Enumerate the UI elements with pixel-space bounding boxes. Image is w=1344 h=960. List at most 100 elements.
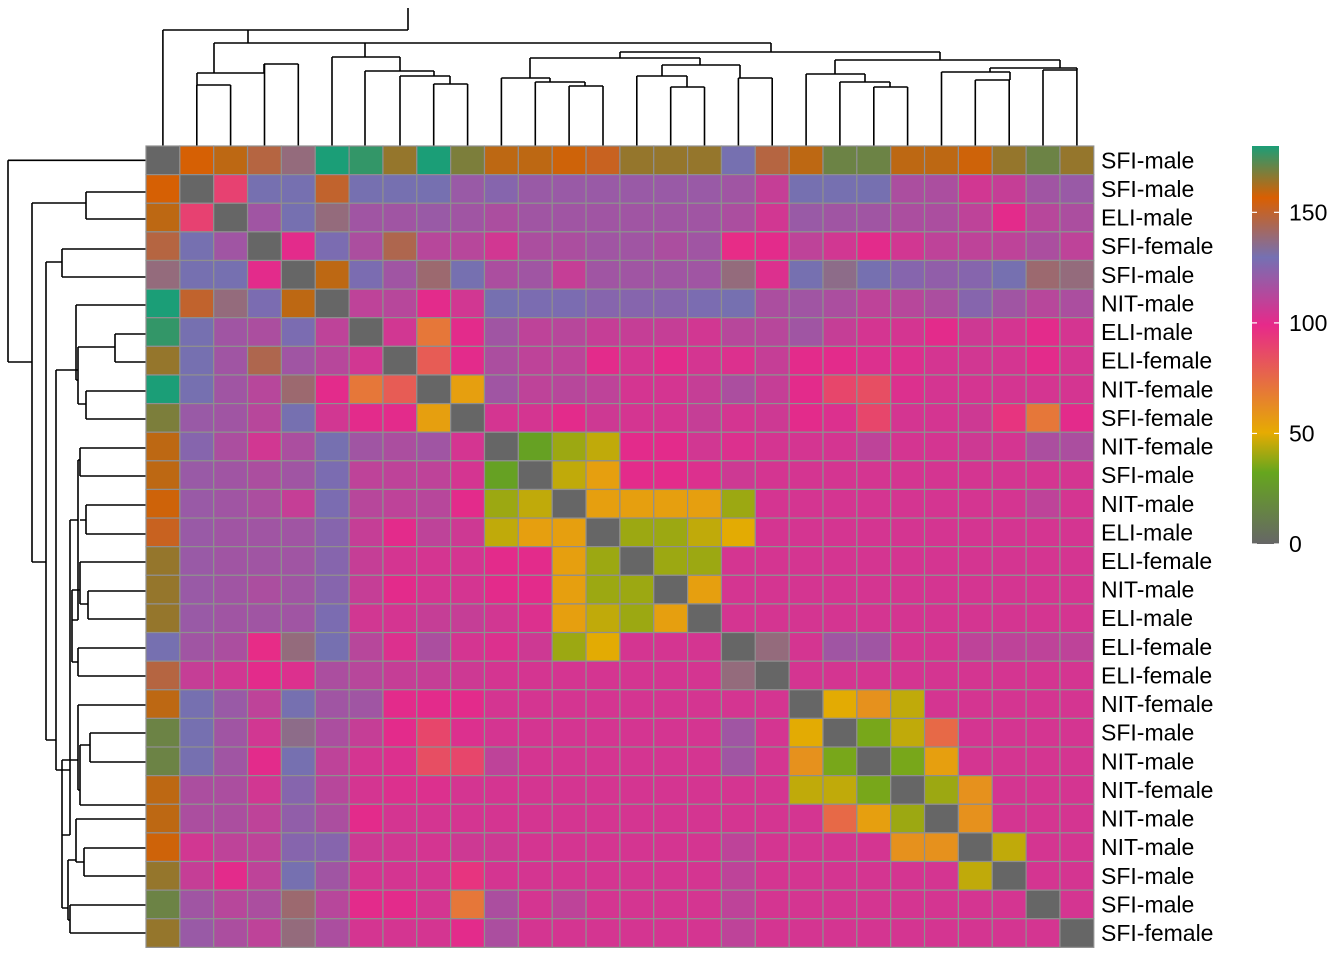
heatmap-cell	[754, 259, 790, 290]
heatmap-cell	[890, 746, 926, 777]
heatmap-cell	[686, 631, 723, 662]
heatmap-cell	[450, 574, 486, 605]
heatmap-cell	[450, 517, 486, 548]
heatmap-cell	[1025, 689, 1061, 720]
heatmap-cell	[213, 775, 249, 805]
heatmap-cell	[213, 231, 249, 262]
heatmap-cell	[686, 918, 723, 948]
row-label: ELI-male	[1101, 605, 1193, 631]
heatmap-cell	[890, 546, 926, 576]
heatmap-cell	[923, 174, 959, 204]
heatmap-cell	[686, 317, 723, 347]
heatmap-cell	[145, 317, 181, 347]
heatmap-cell	[382, 145, 418, 176]
heatmap-cell	[653, 517, 689, 548]
heatmap-cell	[382, 345, 418, 376]
heatmap-cell	[382, 174, 418, 204]
heatmap-cell	[517, 202, 553, 233]
heatmap-cell	[348, 174, 384, 204]
heatmap-cell	[720, 345, 756, 376]
heatmap-cell	[517, 174, 553, 204]
heatmap-cell	[585, 775, 621, 805]
heatmap-cell	[890, 345, 926, 376]
heatmap-cell	[822, 574, 858, 605]
heatmap-cell	[483, 374, 519, 405]
heatmap-cell	[517, 918, 553, 948]
heatmap-cell	[619, 317, 655, 347]
heatmap-cell	[213, 860, 249, 891]
dendrogram-branches	[162, 8, 1078, 146]
heatmap-cell	[145, 402, 181, 433]
heatmap-cell	[179, 717, 215, 748]
heatmap-cell	[450, 317, 486, 347]
heatmap-cell	[720, 631, 756, 662]
heatmap-cell	[517, 517, 553, 548]
heatmap-cell	[483, 832, 519, 863]
color-legend: 0 50 100 150	[1252, 146, 1327, 557]
heatmap-cell	[280, 345, 316, 376]
heatmap-cell	[382, 860, 418, 891]
heatmap-cell	[348, 259, 384, 290]
heatmap-cell	[788, 345, 824, 376]
heatmap-cell	[483, 259, 519, 290]
heatmap-cell	[280, 717, 316, 748]
heatmap-cell	[619, 259, 655, 290]
heatmap-cell	[720, 546, 756, 576]
heatmap-cell	[551, 345, 587, 376]
heatmap-cell	[585, 345, 621, 376]
heatmap-cell	[382, 689, 418, 720]
row-label: ELI-female	[1101, 634, 1212, 660]
heatmap-cell	[856, 317, 892, 347]
row-label: SFI-female	[1101, 920, 1213, 946]
heatmap-cell	[280, 546, 316, 576]
heatmap-cell	[551, 803, 587, 834]
heatmap-cell	[551, 660, 587, 691]
heatmap-cell	[720, 860, 756, 891]
heatmap-cell	[483, 402, 519, 433]
heatmap-cell	[957, 803, 993, 834]
heatmap-cell	[856, 918, 892, 948]
heatmap-cell	[890, 488, 926, 519]
heatmap-cell	[822, 803, 858, 834]
heatmap-cell	[890, 317, 926, 347]
heatmap-cell	[213, 431, 249, 462]
heatmap-cell	[280, 402, 316, 433]
heatmap-cell	[450, 488, 486, 519]
heatmap-cell	[348, 317, 384, 347]
heatmap-cell	[822, 746, 858, 777]
heatmap-cell	[382, 660, 418, 691]
heatmap-cell	[213, 259, 249, 290]
heatmap-cell	[923, 689, 959, 720]
heatmap-cell	[788, 860, 824, 891]
heatmap-cell	[585, 374, 621, 405]
heatmap-cell	[991, 517, 1027, 548]
heatmap-cell	[822, 860, 858, 891]
heatmap-cell	[314, 918, 350, 948]
heatmap-cell	[856, 631, 892, 662]
heatmap-cell	[145, 145, 181, 176]
heatmap-cell	[1025, 202, 1061, 233]
heatmap-cell	[483, 460, 519, 491]
heatmap-cell	[653, 202, 689, 233]
heatmap-cell	[517, 889, 553, 920]
heatmap-cell	[348, 574, 384, 605]
heatmap-cell	[856, 689, 892, 720]
heatmap-cell	[450, 918, 486, 948]
heatmap-cell	[923, 860, 959, 891]
heatmap-cell	[1059, 345, 1095, 376]
heatmap-cell	[246, 574, 283, 605]
heatmap-cell	[382, 374, 418, 405]
heatmap-cell	[720, 517, 756, 548]
heatmap-cell	[585, 431, 621, 462]
heatmap-cell	[890, 517, 926, 548]
heatmap-cell	[923, 918, 959, 948]
heatmap-cell	[788, 431, 824, 462]
heatmap-cell	[483, 231, 519, 262]
row-label: ELI-male	[1101, 205, 1193, 231]
heatmap-cell	[280, 860, 316, 891]
heatmap-cell	[280, 832, 316, 863]
heatmap-cell	[145, 431, 181, 462]
row-label: SFI-male	[1101, 176, 1194, 202]
heatmap-cell	[653, 603, 689, 634]
heatmap-cell	[619, 775, 655, 805]
